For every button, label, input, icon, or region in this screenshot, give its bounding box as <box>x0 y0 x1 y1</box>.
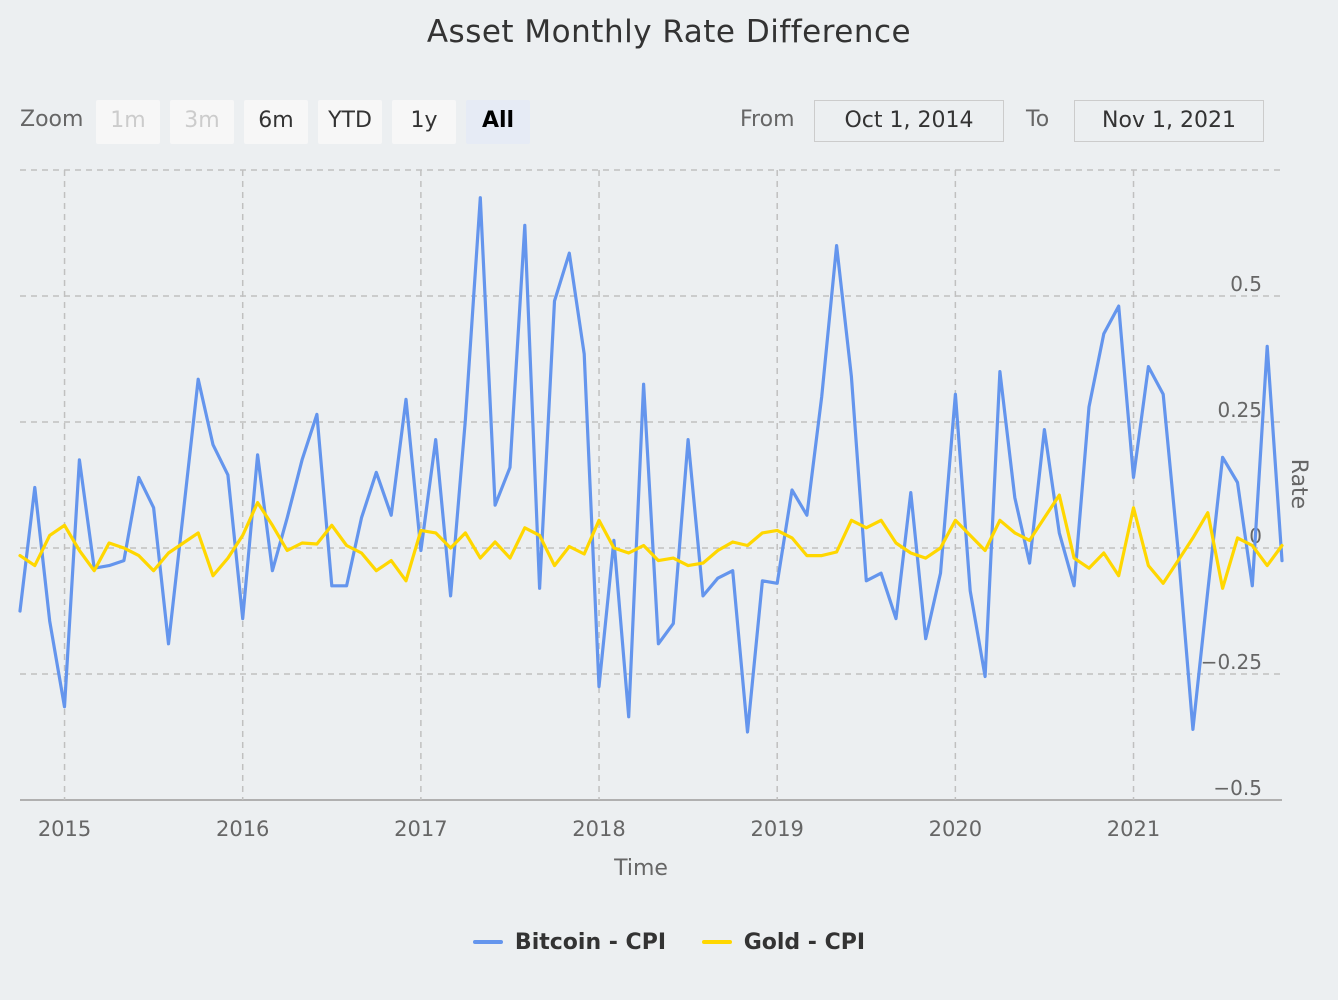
to-date-input[interactable]: Nov 1, 2021 <box>1074 100 1264 142</box>
to-label: To <box>1026 107 1050 132</box>
series-line-bitcoin[interactable] <box>18 196 1284 734</box>
zoom-ytd-button[interactable]: YTD <box>318 100 382 144</box>
x-tick-label: 2017 <box>394 817 447 841</box>
zoom-1m-button[interactable]: 1m <box>96 100 160 144</box>
y-tick-label: −0.25 <box>1201 650 1262 674</box>
legend-label-bitcoin: Bitcoin - CPI <box>514 929 667 955</box>
zoom-6m-button[interactable]: 6m <box>244 100 308 144</box>
y-tick-label: 0.25 <box>1217 398 1262 422</box>
y-tick-label: 0.5 <box>1230 272 1262 296</box>
x-tick-label: 2020 <box>929 817 982 841</box>
x-tick-label: 2021 <box>1107 817 1160 841</box>
x-tick-label: 2016 <box>216 817 269 841</box>
chart-title: Asset Monthly Rate Difference <box>426 14 912 50</box>
legend-item-bitcoin[interactable]: Bitcoin - CPI <box>472 929 667 955</box>
zoom-all-button[interactable]: All <box>466 100 530 144</box>
x-tick-label: 2018 <box>572 817 625 841</box>
legend: Bitcoin - CPI Gold - CPI <box>0 925 1338 955</box>
x-axis-title: Time <box>613 856 668 881</box>
legend-label-gold: Gold - CPI <box>743 929 866 955</box>
y-tick-label: −0.5 <box>1213 776 1262 800</box>
legend-item-gold[interactable]: Gold - CPI <box>701 929 866 955</box>
zoom-label: Zoom <box>20 107 84 132</box>
y-axis-title: Rate <box>1286 459 1311 509</box>
legend-swatch-gold <box>701 940 732 944</box>
series-line-gold[interactable] <box>18 493 1284 590</box>
zoom-1y-button[interactable]: 1y <box>392 100 456 144</box>
legend-swatch-bitcoin <box>472 940 503 944</box>
from-label: From <box>740 107 795 132</box>
x-tick-label: 2015 <box>38 817 91 841</box>
x-tick-label: 2019 <box>750 817 803 841</box>
zoom-3m-button[interactable]: 3m <box>170 100 234 144</box>
from-date-input[interactable]: Oct 1, 2014 <box>814 100 1004 142</box>
